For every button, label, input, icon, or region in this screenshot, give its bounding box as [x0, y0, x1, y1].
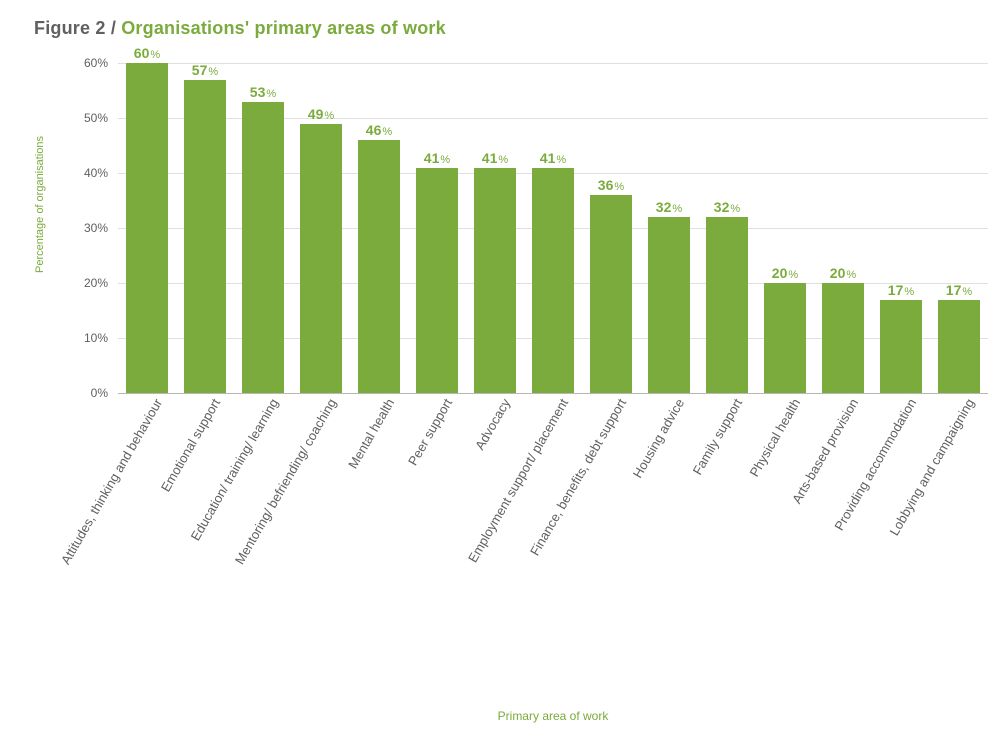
bar-rect: [184, 80, 226, 394]
grid-line: [118, 63, 988, 64]
bar: 41%Peer support: [416, 168, 458, 394]
bar-value-label: 49%: [308, 106, 334, 122]
bar: 53%Education/ training/ learning: [242, 102, 284, 394]
category-label: Physical health: [746, 396, 803, 479]
category-label: Mental health: [345, 396, 397, 471]
bar-value-label: 60%: [134, 45, 160, 61]
y-tick-label: 60%: [84, 56, 118, 70]
category-label: Employment support/ placement: [465, 396, 571, 565]
bar-rect: [590, 195, 632, 393]
bar-value-label: 32%: [656, 199, 682, 215]
figure-container: Figure 2 / Organisations' primary areas …: [0, 0, 1000, 731]
bar: 49%Mentoring/ befriending/ coaching: [300, 124, 342, 394]
bar-rect: [242, 102, 284, 394]
bar-rect: [764, 283, 806, 393]
bar: 17%Lobbying and campaigning: [938, 300, 980, 394]
category-label: Attitudes, thinking and behaviour: [58, 396, 165, 567]
category-label: Finance, benefits, debt support: [527, 396, 629, 558]
figure-title-prefix: Figure 2 /: [34, 18, 121, 38]
bar-value-label: 17%: [888, 282, 914, 298]
bar-value-label: 46%: [366, 122, 392, 138]
bar-value-label: 20%: [830, 265, 856, 281]
bar: 17%Providing accommodation: [880, 300, 922, 394]
chart-wrap: Percentage of organisations 0%10%20%30%4…: [64, 63, 970, 683]
bar-value-label: 36%: [598, 177, 624, 193]
bar-rect: [938, 300, 980, 394]
bar: 32%Family support: [706, 217, 748, 393]
bar-rect: [474, 168, 516, 394]
category-label: Housing advice: [630, 396, 687, 480]
bar-value-label: 32%: [714, 199, 740, 215]
figure-title: Figure 2 / Organisations' primary areas …: [34, 18, 970, 39]
y-tick-label: 30%: [84, 221, 118, 235]
bar-rect: [880, 300, 922, 394]
bar-value-label: 41%: [482, 150, 508, 166]
bar-value-label: 41%: [540, 150, 566, 166]
category-label: Family support: [690, 396, 746, 477]
bar-value-label: 20%: [772, 265, 798, 281]
bar: 41%Employment support/ placement: [532, 168, 574, 394]
x-axis-label: Primary area of work: [498, 709, 609, 723]
bar: 46%Mental health: [358, 140, 400, 393]
category-label: Mentoring/ befriending/ coaching: [232, 396, 339, 567]
bar: 32%Housing advice: [648, 217, 690, 393]
category-label: Emotional support: [158, 396, 223, 494]
category-label: Arts-based provision: [789, 396, 861, 506]
bar-rect: [648, 217, 690, 393]
bar-rect: [532, 168, 574, 394]
bar-value-label: 57%: [192, 62, 218, 78]
bar: 20%Physical health: [764, 283, 806, 393]
bar: 41%Advocacy: [474, 168, 516, 394]
bar-value-label: 53%: [250, 84, 276, 100]
bar: 57%Emotional support: [184, 80, 226, 394]
bar-rect: [300, 124, 342, 394]
bar-rect: [706, 217, 748, 393]
y-tick-label: 20%: [84, 276, 118, 290]
y-tick-label: 40%: [84, 166, 118, 180]
category-label: Advocacy: [472, 396, 513, 452]
bar-rect: [416, 168, 458, 394]
bar: 20%Arts-based provision: [822, 283, 864, 393]
bar-rect: [126, 63, 168, 393]
bar: 36%Finance, benefits, debt support: [590, 195, 632, 393]
y-tick-label: 10%: [84, 331, 118, 345]
y-tick-label: 50%: [84, 111, 118, 125]
figure-title-bold: Organisations' primary areas of work: [121, 18, 446, 38]
y-tick-label: 0%: [91, 386, 118, 400]
bar-value-label: 41%: [424, 150, 450, 166]
bar: 60%Attitudes, thinking and behaviour: [126, 63, 168, 393]
bar-rect: [358, 140, 400, 393]
y-axis-label: Percentage of organisations: [34, 136, 46, 273]
chart-plot-area: 0%10%20%30%40%50%60%60%Attitudes, thinki…: [118, 63, 988, 394]
category-label: Peer support: [405, 396, 455, 468]
bar-rect: [822, 283, 864, 393]
bar-value-label: 17%: [946, 282, 972, 298]
